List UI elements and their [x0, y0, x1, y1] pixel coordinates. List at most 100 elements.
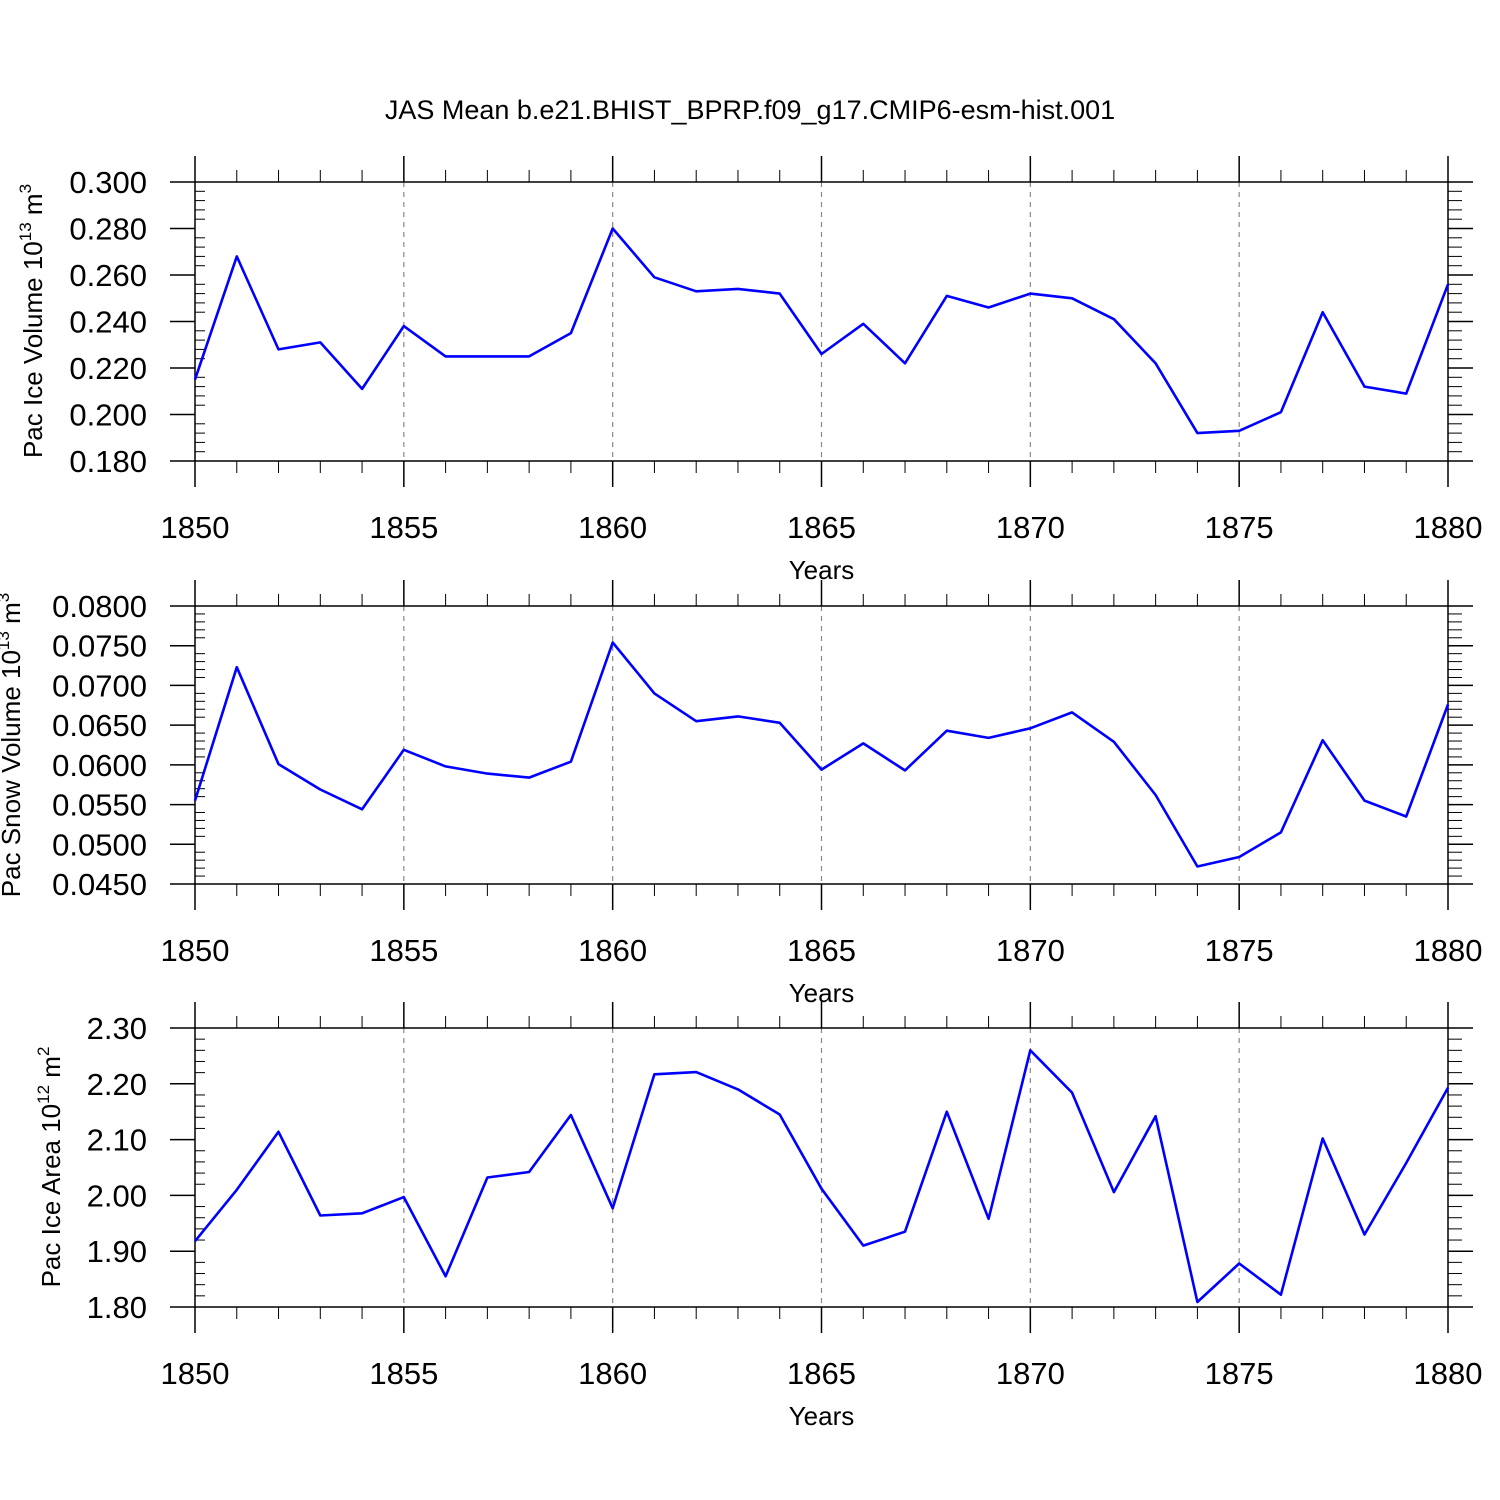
panel-2-ytick-label: 0.0650	[52, 708, 147, 743]
panel-1-ytick-label: 0.180	[69, 444, 147, 479]
panel-3: 1.80 1.90 2.00 2.10 2.20 2.30 1850 1855 1860 1865…	[34, 1002, 1482, 1431]
panel-3-point-1864	[778, 1112, 782, 1116]
panel-2-point-1861	[652, 691, 656, 695]
panel-3-ytick-label: 2.00	[87, 1178, 147, 1213]
panel-2-point-1877	[1321, 738, 1325, 742]
panel-1-point-1876	[1279, 410, 1283, 414]
panel-1-ytick-label: 0.240	[69, 305, 147, 340]
panel-2-point-1878	[1362, 799, 1366, 803]
panel-2-point-1868	[945, 729, 949, 733]
panel-3-point-1866	[861, 1244, 865, 1248]
panel-1-point-1861	[652, 275, 656, 279]
panel-1-point-1852	[277, 347, 281, 351]
panel-1-point-1857	[485, 354, 489, 358]
panel-3-ytick-label: 2.20	[87, 1067, 147, 1102]
panel-1-point-1856	[444, 354, 448, 358]
panel-3-point-1871	[1070, 1091, 1074, 1095]
panel-1-point-1870	[1028, 292, 1032, 296]
panel-3-point-1870	[1028, 1048, 1032, 1052]
panel-1-point-1874	[1195, 431, 1199, 435]
panel-1-point-1854	[360, 387, 364, 391]
panel-2-point-1865	[820, 768, 824, 772]
panel-2-point-1875	[1237, 855, 1241, 859]
panel-3-point-1856	[444, 1274, 448, 1278]
panel-1-point-1865	[820, 352, 824, 356]
panel-2-point-1873	[1154, 793, 1158, 797]
panel-3-point-1874	[1195, 1300, 1199, 1304]
panel-2-point-1857	[485, 772, 489, 776]
panel-1-point-1862	[694, 289, 698, 293]
panel-2-xtick-label: 1860	[578, 933, 647, 968]
panel-2-point-1879	[1404, 814, 1408, 818]
panel-2-point-1850	[193, 799, 197, 803]
panel-3-point-1853	[318, 1213, 322, 1217]
panel-2-xtick-label: 1850	[161, 933, 230, 968]
panel-2-point-1859	[569, 760, 573, 764]
panel-3-point-1852	[277, 1130, 281, 1134]
panel-3-point-1862	[694, 1070, 698, 1074]
panel-3-ytick-label: 1.90	[87, 1234, 147, 1269]
panel-2-point-1863	[736, 714, 740, 718]
panel-3-series-line	[193, 1049, 1450, 1304]
panel-2-frame	[194, 605, 1449, 885]
panel-2-point-1871	[1070, 710, 1074, 714]
panel-1-point-1859	[569, 331, 573, 335]
panel-1-xtick-label: 1880	[1414, 510, 1483, 545]
panel-2-point-1869	[987, 736, 991, 740]
panel-2-xtick-label: 1865	[787, 933, 856, 968]
panel-3-point-1860	[611, 1206, 615, 1210]
panel-2-point-1851	[235, 665, 239, 669]
panel-1-point-1873	[1154, 361, 1158, 365]
panel-3-point-1876	[1279, 1293, 1283, 1297]
panel-1-point-1858	[527, 354, 531, 358]
panel-1-ytick-label: 0.220	[69, 351, 147, 386]
panel-3-ytick-label: 2.30	[87, 1011, 147, 1046]
panel-1-point-1878	[1362, 385, 1366, 389]
panel-2-ytick-label: 0.0500	[52, 827, 147, 862]
panel-1-frame	[194, 181, 1449, 462]
panel-1-point-1868	[945, 294, 949, 298]
panel-1-point-1872	[1112, 317, 1116, 321]
panel-1-point-1867	[903, 361, 907, 365]
panel-1-point-1869	[987, 306, 991, 310]
panel-3-point-1873	[1154, 1114, 1158, 1118]
panel-1-point-1877	[1321, 310, 1325, 314]
panel-2-ytick-label: 0.0600	[52, 748, 147, 783]
panel-2-ytick-label: 0.0700	[52, 668, 147, 703]
panel-3-point-1879	[1404, 1161, 1408, 1165]
panel-3-xtick-label: 1880	[1414, 1356, 1483, 1391]
panel-1-point-1863	[736, 287, 740, 291]
panel-2-point-1880	[1446, 702, 1450, 706]
panel-1-xtick-label: 1870	[996, 510, 1065, 545]
panel-2-ytick-label: 0.0750	[52, 629, 147, 664]
panel-1-series-line	[193, 227, 1450, 435]
panel-3-point-1850	[193, 1239, 197, 1243]
panel-3-point-1854	[360, 1211, 364, 1215]
panel-2-point-1867	[903, 768, 907, 772]
chart-title: JAS Mean b.e21.BHIST_BPRP.f09_g17.CMIP6-…	[385, 95, 1115, 125]
panel-2-point-1876	[1279, 830, 1283, 834]
panel-3-point-1869	[987, 1217, 991, 1221]
panel-2-point-1854	[360, 807, 364, 811]
panel-2-ytick-label: 0.0450	[52, 867, 147, 902]
panel-2-point-1858	[527, 776, 531, 780]
panel-3-ylabel: Pac Ice Area 1012 m2	[34, 1047, 66, 1288]
panel-3-xlabel: Years	[789, 1401, 855, 1431]
panel-3-point-1858	[527, 1170, 531, 1174]
panel-2-point-1853	[318, 787, 322, 791]
panel-1: 0.180 0.200 0.220 0.240 0.260 0.280 0.300 1850 1…	[16, 156, 1482, 585]
panel-1-point-1875	[1237, 429, 1241, 433]
panel-2-point-1874	[1195, 865, 1199, 869]
panel-2-point-1852	[277, 762, 281, 766]
panel-3-point-1859	[569, 1113, 573, 1117]
panel-3-point-1865	[820, 1187, 824, 1191]
panel-1-xtick-label: 1875	[1205, 510, 1274, 545]
panel-1-ytick-label: 0.280	[69, 212, 147, 247]
panel-2-ytick-label: 0.0800	[52, 589, 147, 624]
panel-3-point-1878	[1362, 1232, 1366, 1236]
panel-1-point-1855	[402, 324, 406, 328]
panel-2-point-1862	[694, 719, 698, 723]
panel-3-point-1863	[736, 1087, 740, 1091]
panel-1-ytick-label: 0.300	[69, 165, 147, 200]
panel-1-point-1853	[318, 340, 322, 344]
